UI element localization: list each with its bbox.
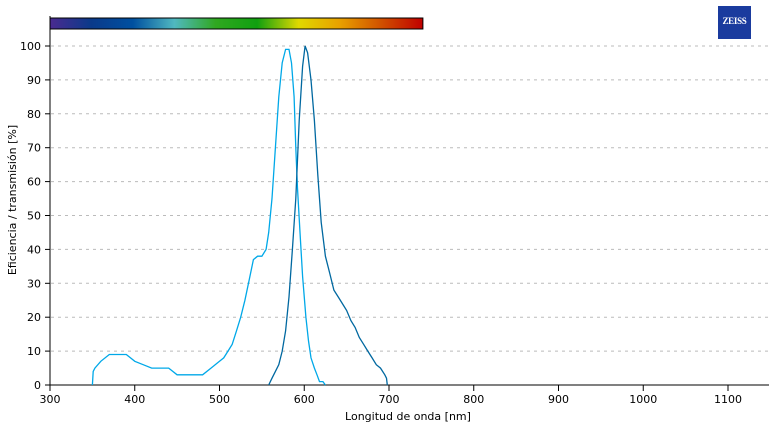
x-tick-label: 300 bbox=[40, 393, 61, 406]
x-tick-label: 500 bbox=[209, 393, 230, 406]
y-tick-label: 10 bbox=[27, 345, 41, 358]
series-line-2 bbox=[268, 45, 388, 386]
x-tick-label: 1100 bbox=[714, 393, 742, 406]
spectrum-color-bar bbox=[49, 17, 424, 30]
y-tick-label: 70 bbox=[27, 142, 41, 155]
x-tick-label: 600 bbox=[294, 393, 315, 406]
y-tick-label: 90 bbox=[27, 74, 41, 87]
x-tick-label: 1000 bbox=[629, 393, 657, 406]
y-tick-label: 40 bbox=[27, 243, 41, 256]
y-tick-label: 80 bbox=[27, 108, 41, 121]
y-tick-label: 30 bbox=[27, 277, 41, 290]
x-tick-label: 700 bbox=[379, 393, 400, 406]
x-tick-label: 900 bbox=[548, 393, 569, 406]
y-tick-label: 60 bbox=[27, 176, 41, 189]
logo-text: ZEISS bbox=[722, 16, 747, 26]
y-tick-label: 0 bbox=[34, 379, 41, 392]
x-tick-label: 800 bbox=[463, 393, 484, 406]
y-tick-label: 20 bbox=[27, 311, 41, 324]
y-tick-label: 100 bbox=[20, 40, 41, 53]
series-line-1 bbox=[91, 48, 326, 386]
zeiss-logo: ZEISS bbox=[718, 6, 751, 39]
x-axis-label: Longitud de onda [nm] bbox=[345, 410, 471, 423]
x-tick-label: 400 bbox=[124, 393, 145, 406]
y-axis-label: Eficiencia / transmisión [%] bbox=[6, 125, 19, 275]
y-tick-label: 50 bbox=[27, 210, 41, 223]
